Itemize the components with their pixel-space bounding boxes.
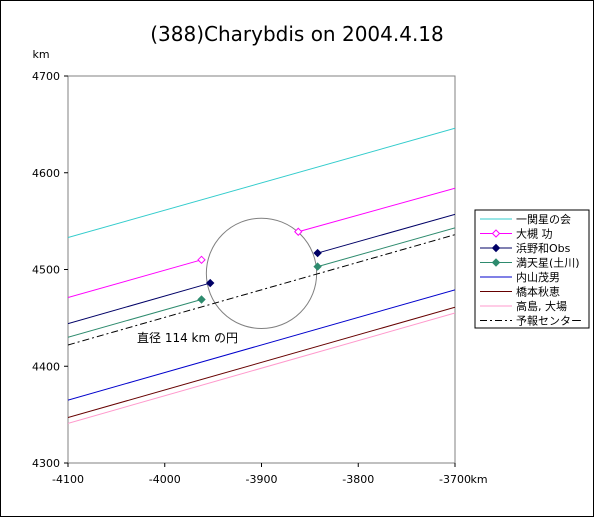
y-tick-label-4: 4600 — [32, 167, 60, 180]
chart-title: (388)Charybdis on 2004.4.18 — [150, 22, 444, 46]
x-tick-label-5: -3700 — [439, 473, 471, 486]
series-4 — [68, 227, 455, 338]
series-5 — [68, 289, 455, 401]
legend-marker-3 — [491, 243, 501, 253]
series-6-line-1 — [68, 306, 455, 419]
series-4-line-1 — [68, 299, 202, 338]
legend-label-2: 大槻 功 — [516, 227, 553, 241]
legend-label-8: 予報センター — [516, 315, 582, 328]
series-1 — [68, 127, 455, 239]
axes: 4300 4400 4500 4600 4700 -4100 -4000 -3900 -3800… — [32, 70, 471, 486]
diameter-circle — [205, 217, 318, 330]
series-2 — [68, 187, 455, 299]
series-7-line-1 — [68, 312, 455, 424]
y-tick-label-3: 4500 — [32, 264, 60, 277]
legend — [474, 209, 590, 329]
legend-marker-4 — [491, 258, 501, 267]
series-3-point-1 — [206, 278, 215, 288]
x-tick-label-4: -3800 — [342, 473, 374, 486]
y-tick-label-2: 4400 — [32, 360, 60, 373]
y-tick-label-1: 4300 — [32, 457, 60, 470]
legend-label-1: 一関星の会 — [516, 213, 571, 226]
circle-diameter-annotation: 直径 114 km の円 — [137, 331, 238, 345]
series-3 — [68, 213, 455, 325]
x-tick-label-1: -4100 — [52, 473, 84, 486]
series-3-line-1 — [68, 282, 211, 325]
series-3-line-2 — [317, 213, 455, 254]
series-3-point-2 — [313, 248, 322, 258]
series-4-point-2 — [313, 262, 322, 271]
legend-marker-2 — [491, 229, 501, 238]
series-1-line-1 — [68, 127, 455, 239]
x-axis-unit-label: km — [470, 473, 487, 486]
legend-label-3: 浜野和Obs — [516, 242, 571, 255]
y-tick-label-5: 4700 — [32, 70, 60, 83]
series-7 — [68, 312, 455, 424]
series-2-line-2 — [298, 187, 455, 233]
legend-label-6: 橋本秋恵 — [516, 285, 560, 299]
series-8-line-1 — [68, 234, 455, 346]
x-tick-label-3: -3900 — [246, 473, 278, 486]
x-tick-label-2: -4000 — [149, 473, 181, 486]
legend-label-4: 満天星(土川) — [516, 257, 580, 270]
series-4-point-1 — [197, 295, 206, 304]
plot-area — [67, 75, 456, 464]
series-5-line-1 — [68, 289, 455, 401]
series-2-point-1 — [197, 255, 206, 265]
y-axis-unit-label: km — [32, 48, 49, 61]
legend-label-5: 内山茂男 — [516, 270, 560, 284]
series-6 — [68, 306, 455, 419]
series-4-line-2 — [317, 227, 455, 268]
series-2-point-2 — [294, 227, 303, 236]
legend-label-7: 高島, 大場 — [516, 299, 567, 313]
series-2-line-1 — [68, 259, 202, 299]
series-8 — [68, 234, 455, 346]
